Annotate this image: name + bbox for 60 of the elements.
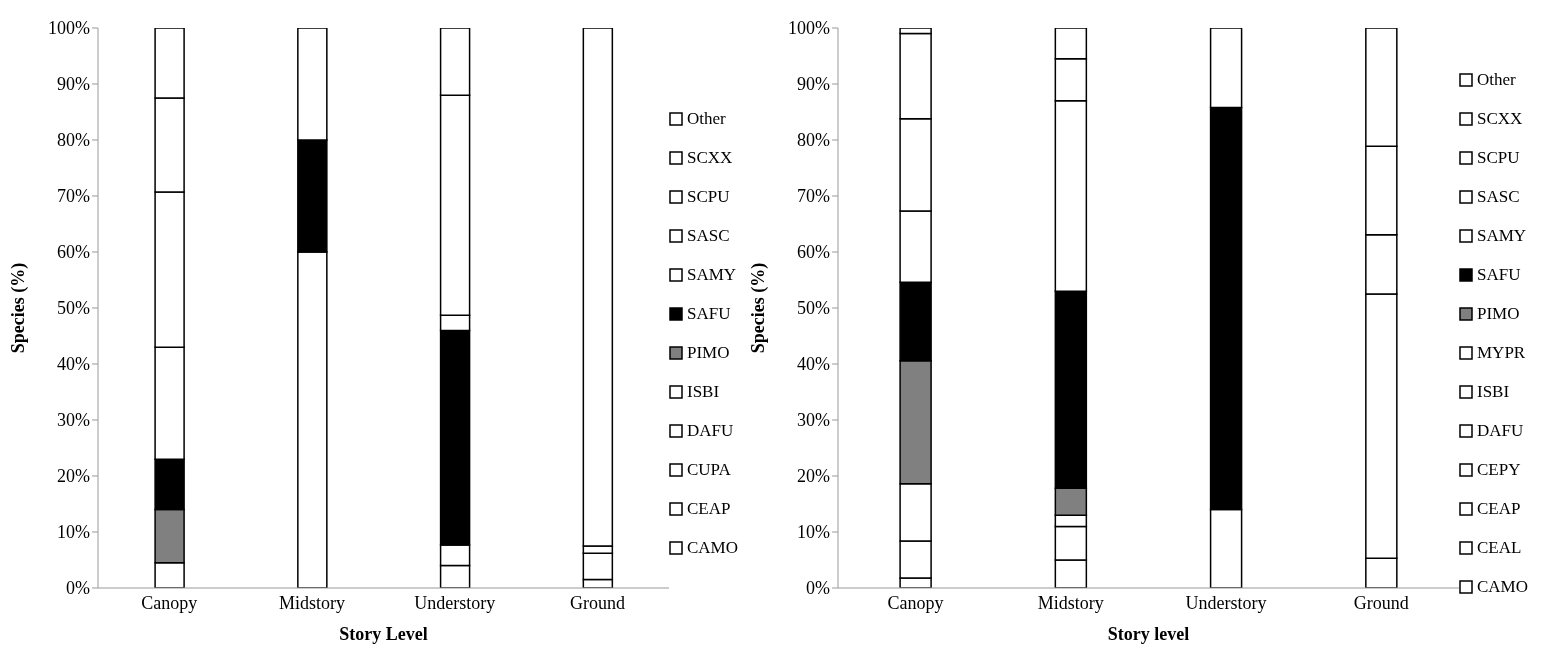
legend-label: SCPU: [1476, 147, 1520, 168]
legend-label: SAMY: [1476, 225, 1527, 246]
x-tick-label: Ground: [1353, 592, 1409, 613]
y-tick-label: 10%: [797, 522, 830, 543]
legend-label: MYPR: [1476, 342, 1526, 363]
legend-label: SAFU: [686, 303, 731, 324]
y-tick-label: 40%: [57, 354, 90, 375]
y-tick-label: 100%: [48, 18, 90, 39]
y-tick-label: 0%: [806, 578, 830, 599]
legend-label: Other: [1476, 69, 1516, 90]
legend-label: SASC: [686, 225, 730, 246]
y-axis-title: Species (%): [748, 262, 770, 354]
y-tick-label: 30%: [797, 410, 830, 431]
legend-label: Other: [686, 108, 726, 129]
x-tick-label: Canopy: [141, 592, 198, 613]
legend-label: ISBI: [686, 381, 720, 402]
legend-label: CEAL: [1476, 537, 1522, 558]
x-tick-label: Midstory: [279, 592, 346, 613]
y-tick-label: 0%: [66, 578, 90, 599]
legend-label: CEAP: [1476, 498, 1521, 519]
x-tick-label: Understory: [414, 592, 496, 613]
y-tick-label: 50%: [57, 298, 90, 319]
legend-label: PIMO: [686, 342, 730, 363]
y-tick-label: 70%: [797, 186, 830, 207]
y-tick-label: 20%: [57, 466, 90, 487]
y-tick-label: 60%: [57, 242, 90, 263]
y-tick-label: 50%: [797, 298, 830, 319]
x-axis-title: Story Level: [339, 624, 428, 644]
y-tick-label: 90%: [57, 74, 90, 95]
legend-label: CEAP: [686, 498, 731, 519]
legend-label: CUPA: [686, 459, 731, 480]
legend-label: SCXX: [1476, 108, 1523, 129]
legend-label: SCPU: [686, 186, 730, 207]
y-tick-label: 10%: [57, 522, 90, 543]
legend-label: ISBI: [1476, 381, 1510, 402]
y-tick-label: 80%: [57, 130, 90, 151]
y-tick-label: 100%: [788, 18, 830, 39]
x-tick-label: Midstory: [1037, 592, 1104, 613]
legend-label: SAFU: [1476, 264, 1521, 285]
y-tick-label: 20%: [797, 466, 830, 487]
legend-label: CEPY: [1476, 459, 1521, 480]
y-axis-title: Species (%): [8, 262, 30, 354]
legend-label: SAMY: [686, 264, 737, 285]
legend-label: CAMO: [1476, 576, 1528, 597]
legend-label: CAMO: [686, 537, 738, 558]
x-tick-label: Canopy: [887, 592, 944, 613]
legend-label: DAFU: [1476, 420, 1524, 441]
y-tick-label: 40%: [797, 354, 830, 375]
legend-label: DAFU: [686, 420, 734, 441]
y-tick-label: 60%: [797, 242, 830, 263]
legend-label: PIMO: [1476, 303, 1520, 324]
x-axis-title: Story level: [1107, 624, 1190, 644]
legend-label: SASC: [1476, 186, 1520, 207]
legend-label: SCXX: [686, 147, 733, 168]
y-tick-label: 90%: [797, 74, 830, 95]
x-tick-label: Ground: [570, 592, 626, 613]
y-tick-label: 30%: [57, 410, 90, 431]
y-tick-label: 70%: [57, 186, 90, 207]
y-tick-label: 80%: [797, 130, 830, 151]
x-tick-label: Understory: [1185, 592, 1267, 613]
